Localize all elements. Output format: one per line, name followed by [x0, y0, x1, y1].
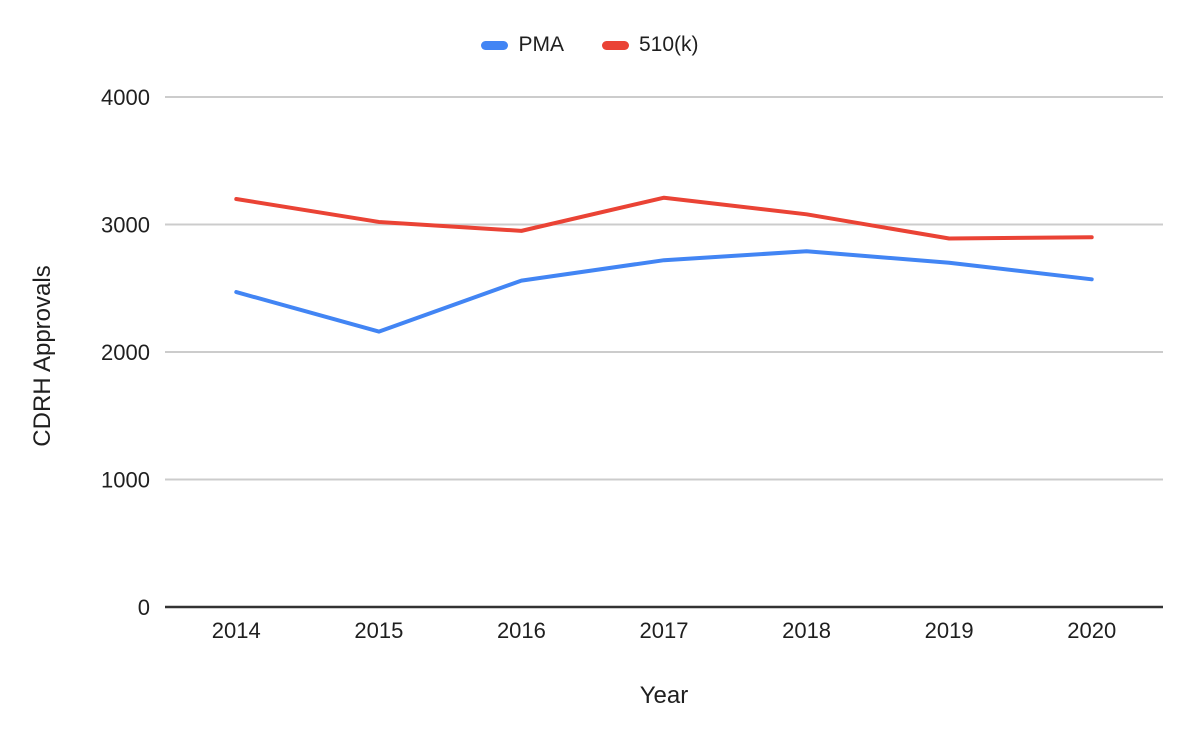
legend-item-pma[interactable]: PMA [481, 33, 564, 57]
y-tick-label: 2000 [101, 340, 150, 365]
legend-label-510k: 510(k) [638, 33, 699, 56]
y-axis-title: CDRH Approvals [29, 265, 56, 446]
series-layer [234, 195, 1094, 334]
x-tick-label: 2019 [925, 618, 974, 643]
y-tick-label: 1000 [101, 468, 150, 493]
legend-label-pma: PMA [518, 33, 564, 56]
pma-series-swatch-icon [481, 40, 509, 50]
legend-item-510k[interactable]: 510(k) [601, 33, 699, 57]
y-tick-label: 0 [138, 595, 150, 620]
x-tick-label: 2016 [497, 618, 546, 643]
x-axis-title: Year [640, 682, 689, 709]
y-tick-label: 3000 [101, 213, 150, 238]
x-tick-label: 2018 [782, 618, 831, 643]
x-tick-label: 2015 [354, 618, 403, 643]
510k-series-swatch-icon [601, 40, 629, 50]
x-tick-label: 2020 [1067, 618, 1116, 643]
series-line-510k [234, 195, 1094, 241]
x-tick-label: 2017 [640, 618, 689, 643]
gridline-layer [165, 96, 1163, 609]
legend: PMA 510(k) [0, 33, 1180, 57]
y-tick-label: 4000 [101, 85, 150, 110]
series-line-pma [234, 249, 1094, 334]
x-tick-label: 2014 [212, 618, 261, 643]
tick-label-layer: 0 1000 2000 3000 4000 2014 2015 2016 2017 2018 201… [101, 85, 1116, 643]
